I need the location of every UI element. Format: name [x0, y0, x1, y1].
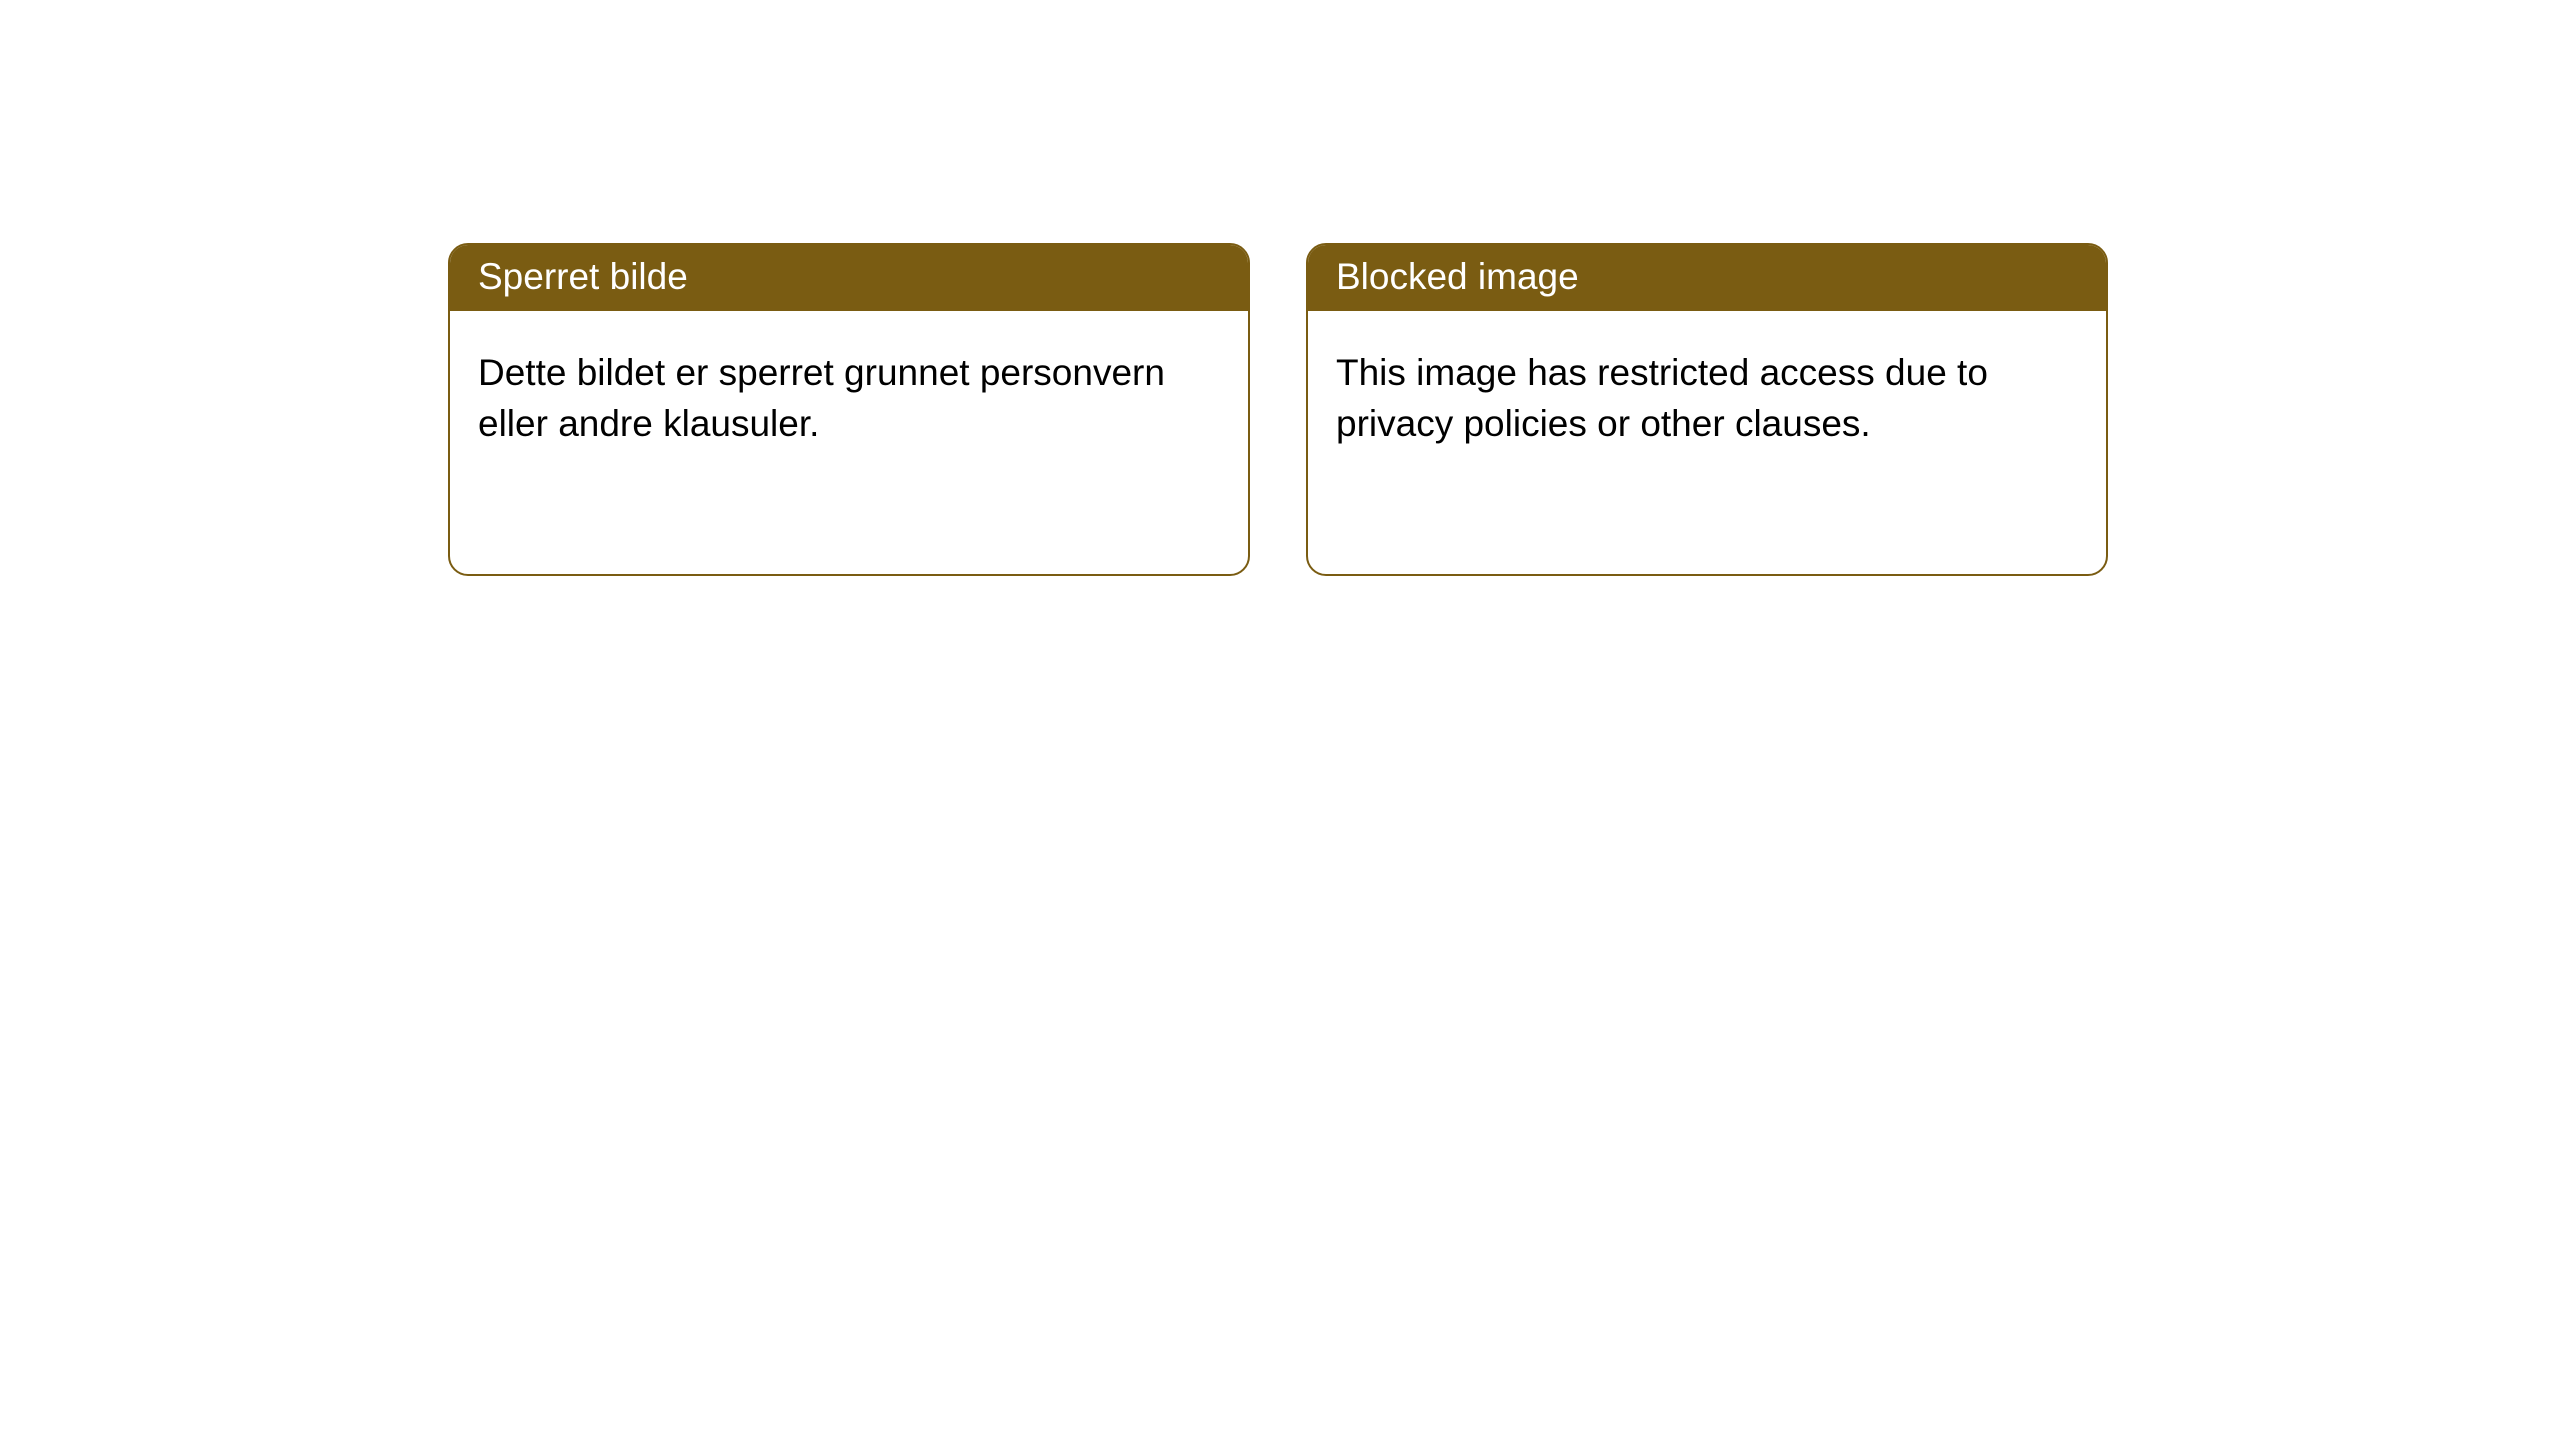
notice-body: Dette bildet er sperret grunnet personve… [450, 311, 1248, 477]
notice-card-english: Blocked image This image has restricted … [1306, 243, 2108, 576]
notice-body: This image has restricted access due to … [1308, 311, 2106, 477]
notice-card-norwegian: Sperret bilde Dette bildet er sperret gr… [448, 243, 1250, 576]
notice-title: Blocked image [1308, 245, 2106, 311]
notice-title: Sperret bilde [450, 245, 1248, 311]
notice-container: Sperret bilde Dette bildet er sperret gr… [0, 0, 2560, 576]
